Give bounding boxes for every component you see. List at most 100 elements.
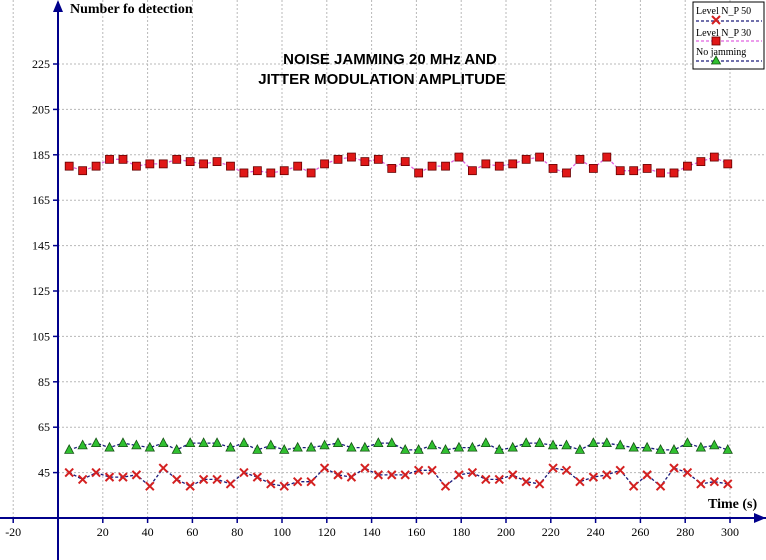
legend-entry-label: No jamming [696, 47, 746, 58]
x-stroke [185, 481, 195, 491]
data-point-x [212, 474, 222, 485]
data-point-x [561, 465, 572, 476]
data-point-square [91, 161, 101, 171]
data-point-x [481, 474, 491, 485]
data-point-x [615, 465, 625, 476]
x-tick-label: 20 [97, 525, 109, 539]
data-point-triangle [373, 437, 384, 447]
x-ticks: -20 20 40 60 80 100 120 140 160 180 200 220 240 260 28… [5, 518, 739, 539]
data-point-square [131, 161, 141, 171]
x-stroke [602, 470, 612, 480]
x-stroke [212, 474, 222, 485]
data-point-x [91, 467, 101, 478]
data-point-square [252, 166, 262, 176]
data-point-x [64, 467, 74, 478]
data-point-x [575, 476, 585, 487]
data-point-triangle [507, 441, 518, 452]
series-line [68, 156, 729, 174]
x-tick-label: 160 [407, 525, 425, 539]
data-point-x [709, 476, 720, 487]
data-point-triangle [359, 441, 371, 452]
data-point-triangle [695, 441, 707, 452]
x-stroke [387, 470, 397, 480]
data-point-triangle [400, 444, 411, 454]
data-point-x [642, 470, 652, 480]
y-ticks: 45 65 85 105 125 145 165 185 205 225 [32, 57, 58, 480]
y-tick-label: 125 [32, 284, 50, 298]
x-stroke [723, 479, 733, 489]
x-stroke [252, 472, 263, 482]
data-point-triangle [467, 441, 478, 452]
data-point-x [387, 470, 397, 480]
x-tick-label: 80 [231, 525, 243, 539]
data-point-x [118, 472, 128, 482]
data-point-square [575, 154, 585, 164]
data-point-x [440, 481, 451, 491]
data-point-square [481, 159, 491, 169]
data-point-triangle [158, 437, 169, 447]
x-stroke [561, 465, 572, 476]
data-point-square [78, 166, 88, 176]
data-point-square [212, 157, 222, 167]
y-tick-label: 225 [32, 57, 50, 71]
data-point-x [333, 470, 343, 480]
data-point-x [723, 479, 733, 489]
data-point-square [414, 168, 424, 178]
data-point-square [696, 157, 706, 167]
data-point-square [494, 161, 504, 171]
x-tick-label: 40 [142, 525, 154, 539]
series-2 [64, 152, 733, 178]
x-stroke [454, 470, 464, 480]
data-point-x [239, 467, 249, 478]
x-stroke [413, 465, 424, 476]
x-tick-label: 220 [542, 525, 560, 539]
data-point-triangle [547, 439, 559, 450]
data-point-square [185, 157, 195, 167]
x-tick-label: 60 [186, 525, 198, 539]
x-stroke [131, 470, 142, 480]
y-tick-label: 165 [32, 193, 50, 207]
data-point-square [723, 159, 733, 169]
data-point-triangle [520, 437, 532, 447]
x-tick-label: 280 [676, 525, 694, 539]
data-point-x [131, 470, 142, 480]
data-point-square [105, 154, 114, 164]
data-point-square [64, 161, 74, 171]
data-point-triangle [117, 437, 129, 447]
data-point-triangle [77, 439, 88, 450]
data-point-square [427, 161, 437, 171]
x-stroke [427, 465, 437, 476]
y-tick-label: 185 [32, 148, 50, 162]
data-point-triangle [453, 441, 465, 452]
legend-box [692, 1, 765, 70]
data-point-x [292, 476, 303, 487]
data-point-x [225, 479, 236, 489]
data-point-triangle [238, 437, 250, 447]
x-tick-label: 200 [497, 525, 515, 539]
data-point-square [454, 152, 464, 162]
data-point-square [320, 159, 329, 169]
data-point-x [400, 470, 410, 480]
x-stroke [682, 467, 693, 478]
data-point-triangle [615, 439, 626, 450]
x-stroke [669, 463, 679, 473]
data-point-x [602, 470, 612, 480]
x-tick-label: 180 [452, 525, 470, 539]
y-axis-label: Number fo detection [70, 2, 193, 17]
data-point-triangle [682, 437, 693, 447]
legend-marker-x [711, 15, 721, 25]
x-tick-label: -20 [5, 525, 21, 539]
data-point-square [535, 152, 544, 162]
series-1 [64, 463, 733, 491]
x-stroke [145, 481, 155, 491]
data-point-square [656, 168, 665, 178]
data-point-triangle [709, 439, 720, 450]
data-point-square [400, 157, 410, 167]
data-point-square [602, 152, 612, 162]
x-stroke [481, 474, 491, 485]
data-point-triangle [346, 441, 357, 452]
data-point-triangle [64, 444, 75, 454]
data-point-x [682, 467, 693, 478]
